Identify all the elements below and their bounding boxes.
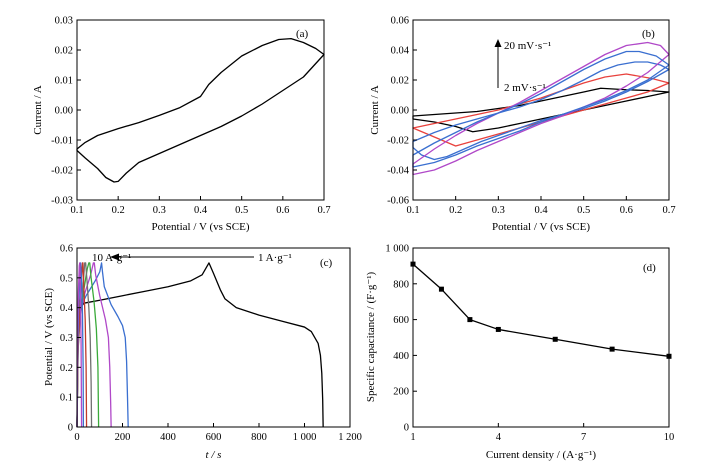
x-tick-label: 1 [410,432,415,443]
x-tick-label: 0.7 [662,205,675,216]
data-point-marker [552,336,558,342]
y-tick-label: 0.00 [55,106,73,117]
y-axis-label: Potential / V (vs SCE) [43,288,55,386]
y-tick-label: -0.02 [51,166,73,177]
scan-rate-arrowhead [494,39,502,47]
scan-rate-high-label: 20 mV·s⁻¹ [504,40,551,52]
x-tick-label: 0.3 [153,205,166,216]
y-tick-label: 0 [68,423,73,434]
y-tick-label: 0.3 [60,333,73,344]
current-density-arrowhead [110,253,119,261]
x-tick-label: 4 [496,432,502,443]
y-tick-label: 0.06 [391,16,409,27]
x-tick-label: 0.2 [112,205,125,216]
data-point-marker [495,326,501,332]
x-tick-label: 1 000 [293,432,317,443]
x-tick-label: 0.4 [194,205,208,216]
x-tick-label: 200 [115,432,131,443]
y-tick-label: 0.2 [60,363,73,374]
series-line-c-5 [76,262,88,428]
y-tick-label: 400 [393,351,409,362]
panel-d: 1 4 7 10 0 200 400 600 800 1 000 (d) Current dens… [365,244,674,462]
y-tick-label: 0.04 [391,46,410,57]
x-axis-label: Current density / (A·g⁻¹) [486,449,597,461]
scan-rate-low-label: 2 mV·s⁻¹ [504,82,546,94]
y-tick-label: 0.4 [60,303,74,314]
x-axis-label: t / s [206,449,222,461]
series-line-b-4 [412,50,670,168]
x-tick-label: 7 [581,432,586,443]
y-tick-label: 0.01 [55,76,73,87]
panel-b: 0.1 0.2 0.3 0.4 0.5 0.6 0.7 -0.06 -0.04 -0.02 0.00… [369,16,676,234]
y-axis-label: Current / A [32,85,44,135]
y-tick-label: 600 [393,315,409,326]
x-tick-label: 0.7 [317,205,330,216]
y-tick-label: -0.03 [51,196,73,207]
x-tick-label: 0.6 [276,205,289,216]
panel-c: 0 200 400 600 800 1 000 1 200 0 0.1 0.2 0.3 0.4 0.5 0… [43,244,362,462]
x-tick-label: 0.4 [534,205,548,216]
y-tick-label: -0.04 [387,166,410,177]
y-axis-label: Current / A [369,85,381,135]
y-tick-label: 0.00 [391,106,409,117]
current-density-low-label: 1 A·g⁻¹ [258,252,292,264]
x-axis-label: Potential / V (vs SCE) [152,221,250,233]
y-tick-label: 800 [393,279,409,290]
x-tick-label: 800 [251,432,267,443]
y-tick-label: 1 000 [385,244,409,255]
series-line-c-0 [76,262,324,428]
x-tick-label: 0.6 [620,205,633,216]
x-tick-label: 600 [206,432,222,443]
series-line-b-3 [412,41,670,176]
x-tick-label: 10 [664,432,675,443]
y-tick-label: -0.06 [387,196,409,207]
y-tick-label: 0.02 [391,76,409,87]
data-point-marker [438,286,444,292]
y-tick-label: 200 [393,387,409,398]
y-tick-label: 0.1 [60,393,73,404]
x-axis-label: Potential / V (vs SCE) [492,221,590,233]
y-tick-label: 0.5 [60,273,73,284]
current-density-high-label: 10 A·g⁻¹ [92,252,131,264]
x-tick-label: 0 [74,432,79,443]
y-tick-label: -0.02 [387,136,409,147]
series-line-b-0 [412,87,670,133]
x-tick-label: 0.5 [577,205,590,216]
panel-label: (c) [320,257,333,269]
y-tick-label: 0.6 [60,244,73,255]
x-tick-label: 0.2 [449,205,462,216]
series-line-c-7 [76,262,83,428]
y-tick-label: 0 [404,423,409,434]
panel-a: 0.1 0.2 0.3 0.4 0.5 0.6 0.7 -0.03 -0.02 -0.01 0.00… [32,16,331,234]
x-tick-label: 400 [160,432,176,443]
panel-label: (a) [296,28,309,40]
y-tick-label: -0.01 [51,136,73,147]
y-axis-label: Specific capacitance / (F·g⁻¹) [365,271,377,402]
x-tick-label: 0.1 [70,205,83,216]
x-tick-label: 1 200 [338,432,362,443]
panel-label: (b) [642,28,655,40]
data-point-marker [609,346,615,352]
panel-label: (d) [643,262,656,274]
x-tick-label: 0.5 [235,205,248,216]
x-tick-label: 0.3 [492,205,505,216]
x-tick-label: 0.1 [406,205,419,216]
data-point-marker [467,317,473,323]
y-tick-label: 0.02 [55,46,73,57]
axes-frame [412,247,670,428]
y-tick-label: 0.03 [55,16,73,27]
